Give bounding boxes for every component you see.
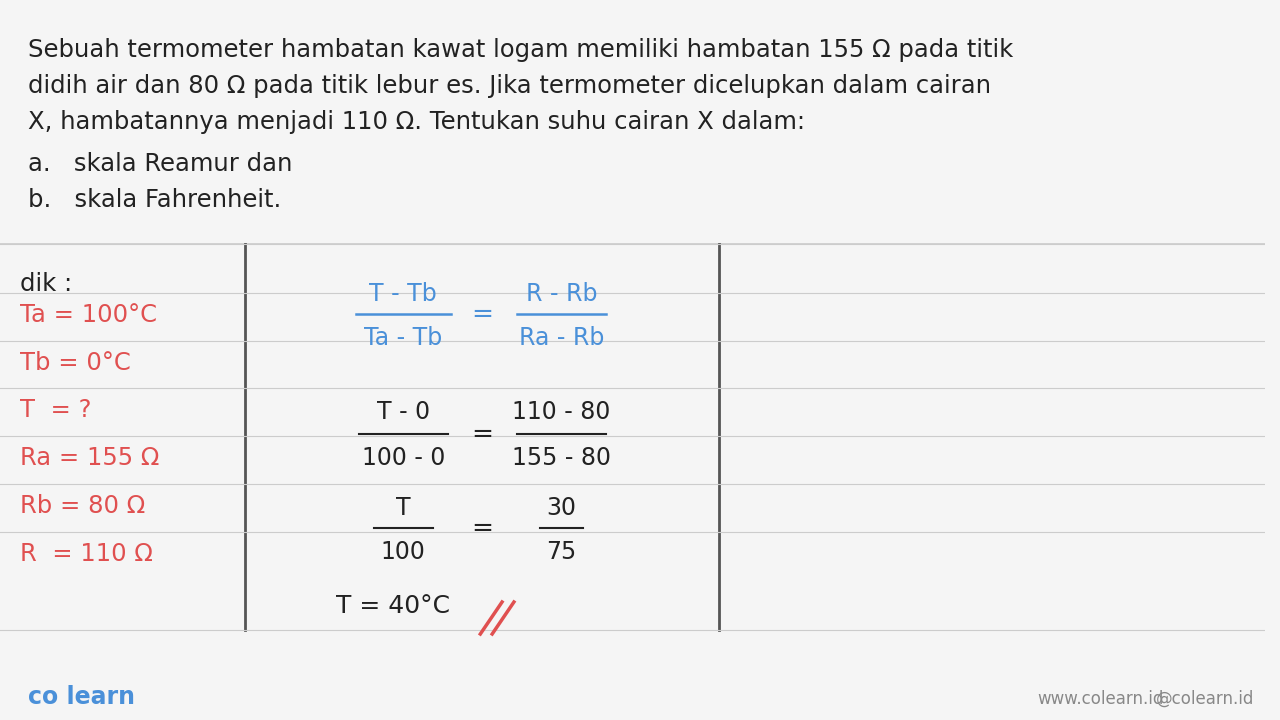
Text: T - 0: T - 0 [376, 400, 430, 424]
Text: didih air dan 80 Ω pada titik lebur es. Jika termometer dicelupkan dalam cairan: didih air dan 80 Ω pada titik lebur es. … [28, 74, 991, 98]
Text: Ta - Tb: Ta - Tb [364, 326, 443, 350]
Text: 75: 75 [547, 540, 576, 564]
Text: T - Tb: T - Tb [370, 282, 436, 306]
Text: T  = ?: T = ? [19, 398, 91, 422]
Text: @colearn.id: @colearn.id [1156, 690, 1254, 708]
Text: T = 40°C: T = 40°C [337, 594, 451, 618]
Text: www.colearn.id: www.colearn.id [1038, 690, 1164, 708]
Text: Ra - Rb: Ra - Rb [518, 326, 604, 350]
Text: a.   skala Reamur dan: a. skala Reamur dan [28, 152, 292, 176]
Text: 100 - 0: 100 - 0 [361, 446, 445, 470]
Text: 100: 100 [380, 540, 426, 564]
Text: b.   skala Fahrenheit.: b. skala Fahrenheit. [28, 188, 280, 212]
Text: Ta = 100°C: Ta = 100°C [19, 303, 157, 327]
Text: 110 - 80: 110 - 80 [512, 400, 611, 424]
Text: Tb = 0°C: Tb = 0°C [19, 351, 131, 375]
Text: co learn: co learn [28, 685, 134, 709]
Text: T: T [396, 496, 411, 520]
Text: =: = [471, 422, 493, 448]
Text: dik :: dik : [19, 272, 72, 296]
Text: 155 - 80: 155 - 80 [512, 446, 611, 470]
Text: Rb = 80 Ω: Rb = 80 Ω [19, 494, 145, 518]
Text: 30: 30 [547, 496, 576, 520]
Text: =: = [471, 516, 493, 542]
Text: Sebuah termometer hambatan kawat logam memiliki hambatan 155 Ω pada titik: Sebuah termometer hambatan kawat logam m… [28, 38, 1012, 62]
Text: Ra = 155 Ω: Ra = 155 Ω [19, 446, 159, 470]
Text: R  = 110 Ω: R = 110 Ω [19, 542, 152, 566]
Text: R - Rb: R - Rb [526, 282, 596, 306]
Text: X, hambatannya menjadi 110 Ω. Tentukan suhu cairan X dalam:: X, hambatannya menjadi 110 Ω. Tentukan s… [28, 110, 805, 134]
Text: =: = [471, 302, 493, 328]
